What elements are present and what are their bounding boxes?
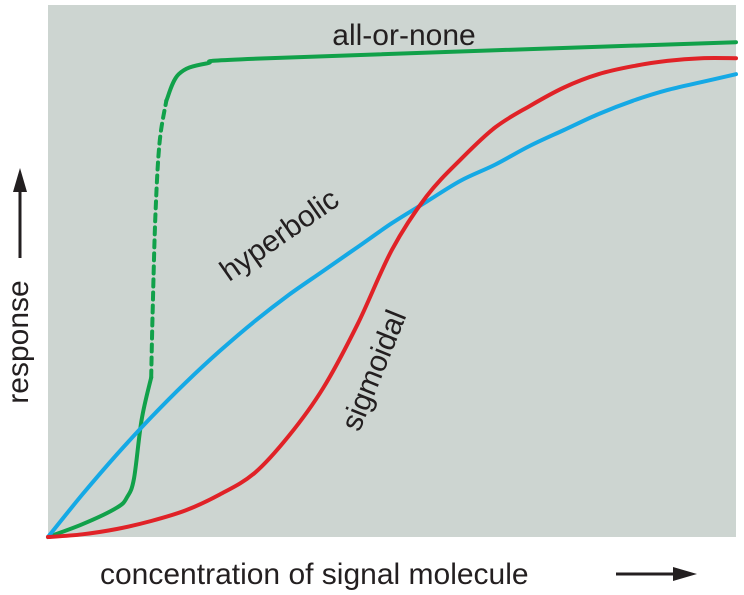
curves-group: [46, 40, 738, 539]
series-line-all-or-none-segment-3: [164, 40, 738, 103]
series-line-hyperbolic: [46, 72, 738, 539]
y-axis-arrow-icon: [13, 168, 27, 258]
series-label-all-or-none: all-or-none: [332, 19, 475, 52]
x-axis-label: concentration of signal molecule: [100, 558, 529, 591]
series-line-all-or-none-segment-2: [149, 98, 169, 380]
series-line-sigmoidal: [46, 56, 738, 539]
x-axis-arrow-icon: [616, 567, 697, 581]
plot-area: [48, 5, 736, 537]
y-axis-label: response: [2, 280, 35, 403]
series-line-all-or-none-segment-1: [46, 375, 154, 539]
